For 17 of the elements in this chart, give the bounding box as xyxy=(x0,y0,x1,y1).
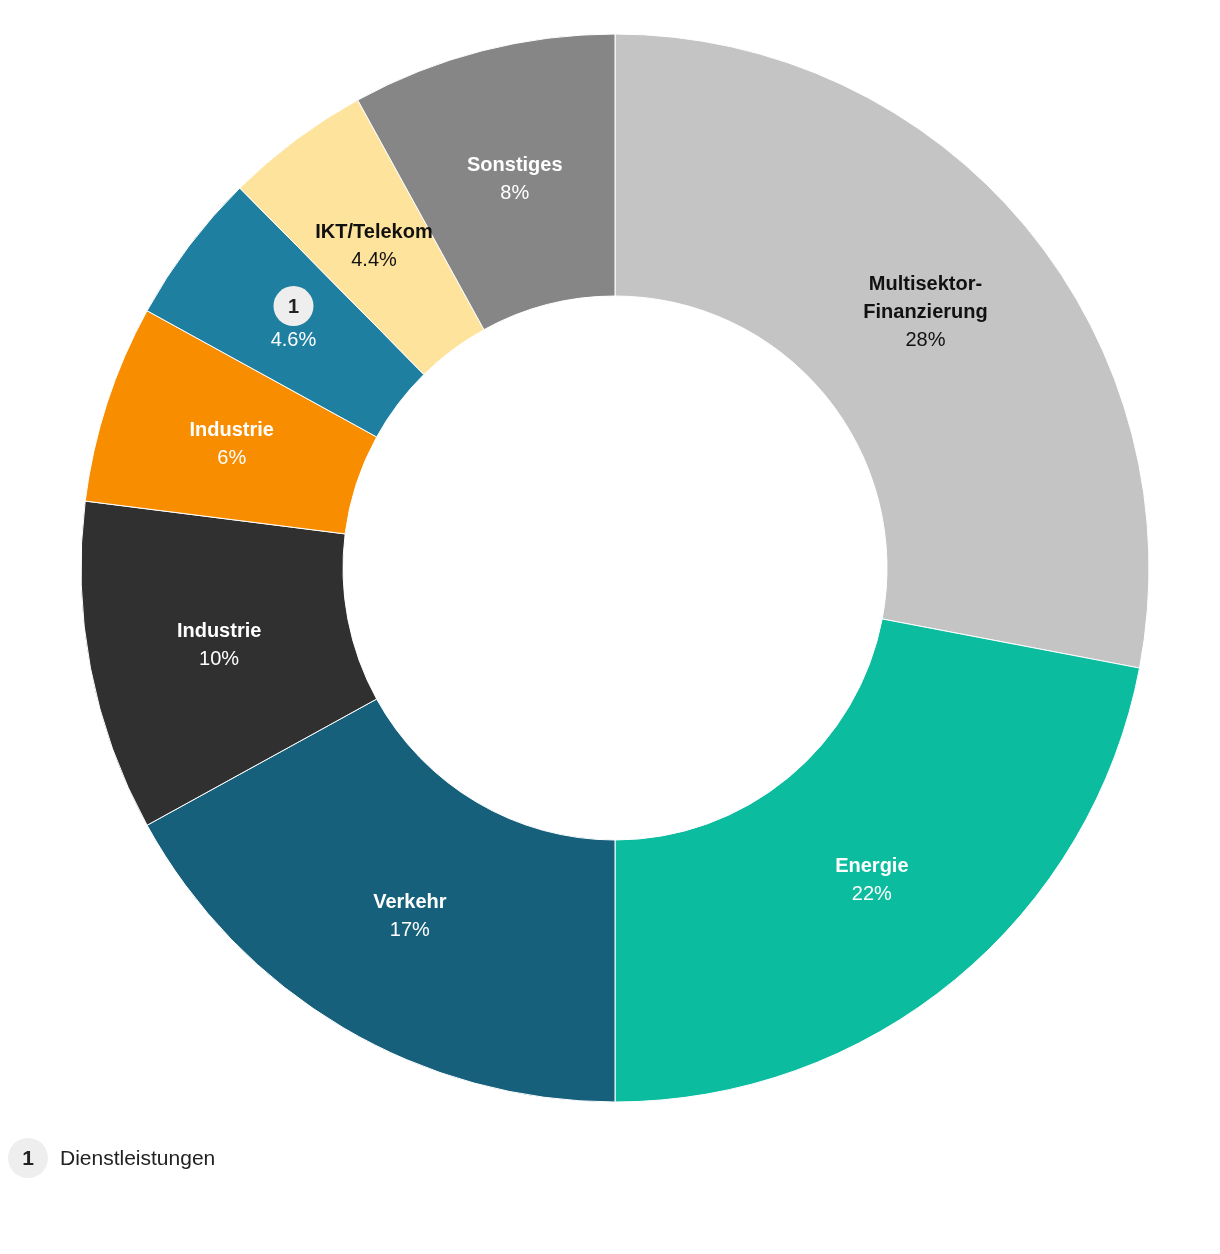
data-label: 22% xyxy=(851,881,893,904)
data-label: 8% xyxy=(500,180,530,203)
data-label: 28% xyxy=(905,328,946,351)
data-label: 6% xyxy=(217,446,247,469)
data-label: 17% xyxy=(389,917,431,940)
slice-label: IKT/Telekom xyxy=(315,219,433,242)
slice-label: Industrie xyxy=(189,418,274,441)
slice-label: Verkehr xyxy=(373,889,447,912)
slice-label: Sonstiges xyxy=(466,152,563,175)
slice-label: Energie xyxy=(835,853,909,876)
slice-label: Industrie xyxy=(176,618,262,641)
slice-label: Multisektor-Finanzierung xyxy=(863,272,988,323)
data-label: 4.6% xyxy=(270,328,317,351)
data-label: 10% xyxy=(199,646,240,669)
data-label: 4.4% xyxy=(351,247,398,270)
slice-label: 1 xyxy=(287,295,300,318)
text: 1 Dienstleistungen xyxy=(22,1146,216,1169)
